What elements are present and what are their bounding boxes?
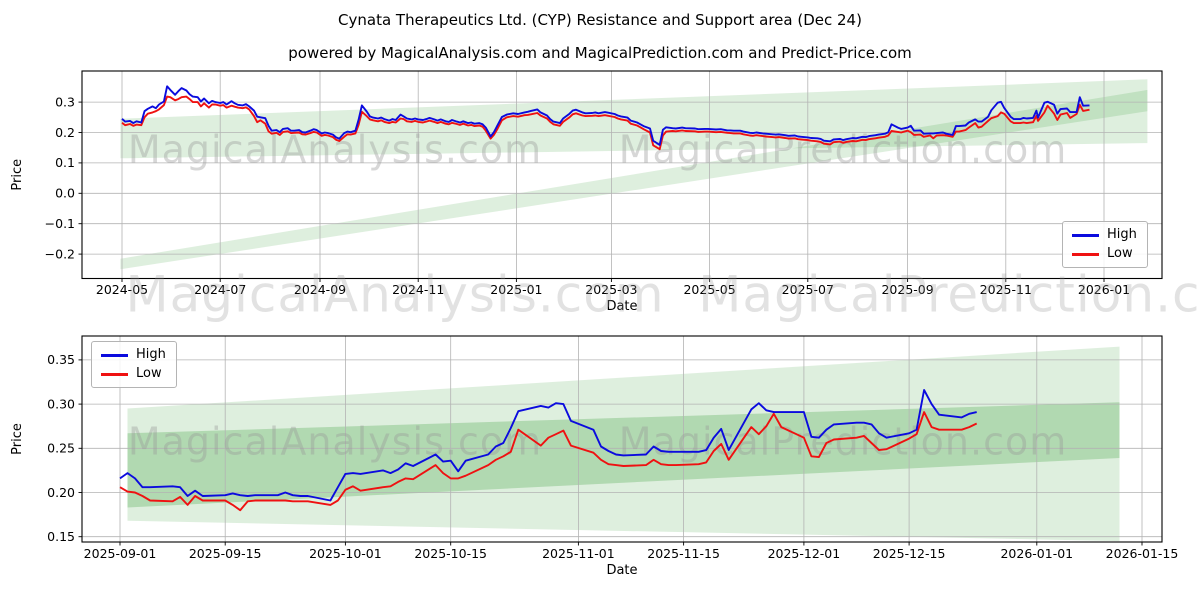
chart-subtitle: powered by MagicalAnalysis.com and Magic… [288, 44, 912, 62]
low-line [119, 411, 978, 512]
x-tick-label: 2026-01 [1078, 282, 1130, 297]
low-line-swatch [1072, 252, 1099, 256]
watermark-text: MagicalPrediction.com [619, 128, 1068, 172]
watermark-text: MagicalPrediction.com [698, 266, 1200, 324]
x-axis-label: Date [606, 299, 637, 314]
x-tick-label: 2025-09-15 [189, 546, 262, 561]
legend-label-high: High [136, 347, 166, 362]
x-tick-label: 2026-01-15 [1106, 546, 1179, 561]
x-tick-label: 2025-09 [881, 282, 933, 297]
x-tick-label: 2025-01 [490, 282, 542, 297]
top-chart: MagicalAnalysis.com MagicalPrediction.com… [10, 70, 1163, 314]
watermark-text: MagicalAnalysis.com [125, 266, 664, 324]
legend-bottom: High Low [91, 341, 177, 388]
watermark-text: MagicalAnalysis.com [128, 420, 542, 464]
y-tick-label: 0.30 [47, 396, 75, 411]
y-tick-label: −0.2 [45, 246, 75, 261]
x-tick-label: 2026-01-01 [1000, 546, 1073, 561]
legend-item-high: High [1072, 228, 1137, 242]
y-tick-label: 0.20 [47, 485, 75, 500]
x-tick-label: 2025-12-15 [873, 546, 946, 561]
legend-item-low: Low [1072, 247, 1137, 261]
x-tick-label: 2025-05 [683, 282, 735, 297]
y-tick-label: 0.35 [47, 352, 75, 367]
x-axis-label: Date [606, 563, 637, 578]
rising-support-wedge [120, 89, 1148, 270]
low-line-swatch [101, 372, 128, 376]
watermark-text: MagicalAnalysis.com [128, 128, 542, 172]
high-line-swatch [1072, 233, 1099, 237]
x-tick-label: 2025-10-01 [309, 546, 382, 561]
high-line [119, 389, 977, 502]
legend-item-low: Low [101, 367, 166, 381]
x-tick-label: 2024-09 [294, 282, 346, 297]
x-tick-label: 2024-11 [392, 282, 444, 297]
x-tick-label: 2024-05 [96, 282, 148, 297]
chart-title: Cynata Therapeutics Ltd. (CYP) Resistanc… [338, 11, 862, 29]
x-tick-label: 2025-11-15 [647, 546, 720, 561]
y-tick-label: 0.3 [55, 94, 75, 109]
y-axis-label: Price [10, 423, 25, 455]
y-tick-label: 0.25 [47, 441, 75, 456]
y-tick-label: −0.1 [45, 216, 75, 231]
plot-border [81, 70, 1163, 280]
y-tick-label: 0.2 [55, 125, 75, 140]
low-line [121, 95, 1090, 151]
plot-border [81, 335, 1163, 543]
legend-item-high: High [101, 348, 166, 362]
high-line [121, 85, 1090, 146]
watermark-text: MagicalPrediction.com [619, 420, 1068, 464]
x-tick-label: 2025-03 [585, 282, 637, 297]
y-tick-label: 0.1 [55, 155, 75, 170]
legend-top: High Low [1062, 221, 1148, 268]
y-tick-label: 0.15 [47, 529, 75, 544]
x-tick-label: 2025-10-15 [414, 546, 487, 561]
legend-label-low: Low [136, 366, 162, 381]
legend-label-low: Low [1107, 246, 1133, 261]
high-line-swatch [101, 353, 128, 357]
x-tick-label: 2025-11 [980, 282, 1032, 297]
bottom-chart: MagicalAnalysis.com MagicalPrediction.com… [10, 335, 1179, 578]
legend-label-high: High [1107, 227, 1137, 242]
y-axis-label: Price [10, 159, 25, 191]
x-tick-label: 2025-11-01 [542, 546, 615, 561]
x-tick-label: 2025-09-01 [84, 546, 157, 561]
y-tick-label: 0.0 [55, 186, 75, 201]
resistance-support-channel [120, 79, 1148, 159]
x-tick-label: 2025-12-01 [768, 546, 841, 561]
x-tick-label: 2025-07 [782, 282, 834, 297]
x-tick-label: 2024-07 [194, 282, 246, 297]
